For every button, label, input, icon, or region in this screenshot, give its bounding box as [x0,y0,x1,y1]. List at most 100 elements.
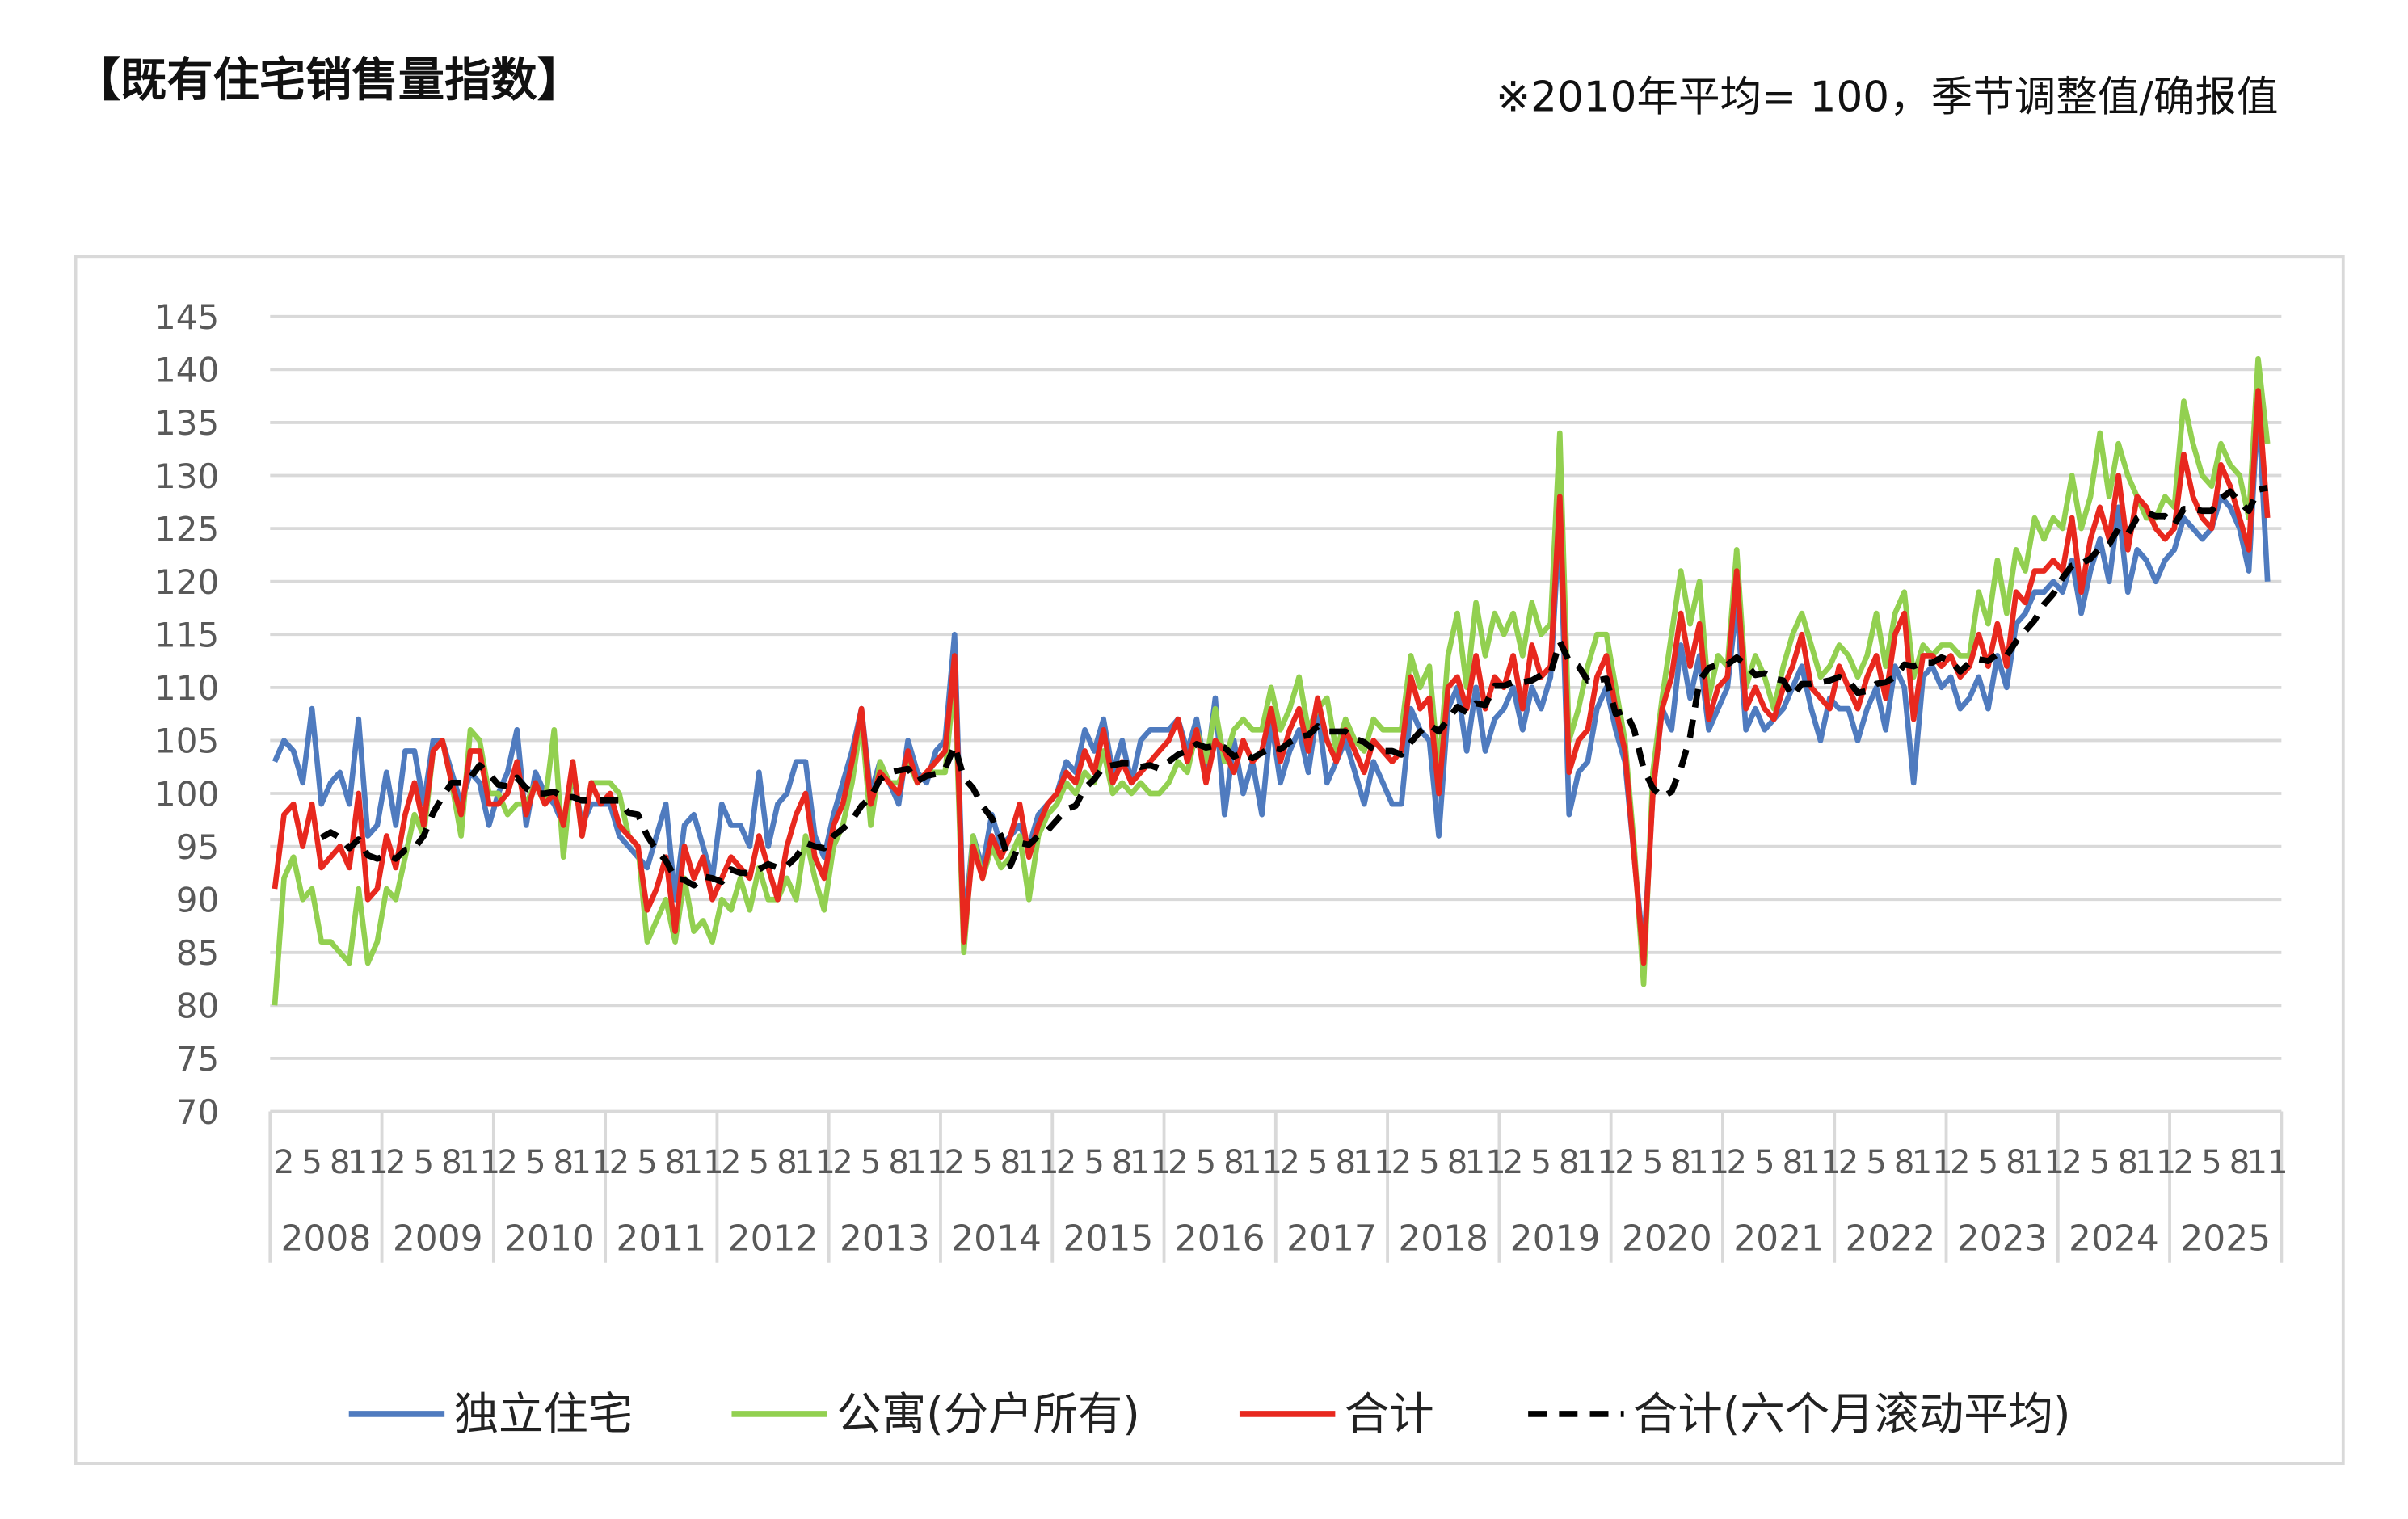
y-tick-label: 145 [154,297,219,337]
chart-frame [74,255,2345,1465]
x-month-label: 11 [2023,1144,2065,1181]
x-month-label: 5 [1530,1144,1551,1181]
x-month-label: 5 [1866,1144,1887,1181]
x-month-label: 2 [1950,1144,1971,1181]
x-month-label: 11 [1912,1144,1953,1181]
x-month-label: 8 [1894,1144,1915,1181]
x-month-label: 2 [497,1144,518,1181]
x-month-label: 2 [1056,1144,1077,1181]
legend-label: 合计 [1345,1389,1434,1441]
x-month-label: 11 [1353,1144,1394,1181]
x-month-label: 5 [1084,1144,1105,1181]
x-month-label: 11 [459,1144,500,1181]
x-year-label: 2013 [840,1218,930,1259]
x-month-label: 2 [385,1144,406,1181]
page-title: 【既有住宅销售量指数】 [74,53,583,107]
x-month-label: 11 [1017,1144,1059,1181]
x-year-label: 2025 [2180,1218,2271,1259]
y-tick-label: 80 [176,987,219,1026]
x-month-label: 5 [1643,1144,1664,1181]
x-month-label: 8 [777,1144,798,1181]
x-month-label: 2 [1503,1144,1524,1181]
x-month-label: 8 [665,1144,686,1181]
legend-label: 公寓(分户所有) [836,1389,1139,1441]
x-month-label: 8 [1112,1144,1133,1181]
x-month-label: 5 [1419,1144,1440,1181]
legend-label: 合计(六个月滚动平均) [1633,1389,2071,1441]
y-tick-label: 140 [154,351,219,390]
y-tick-label: 70 [176,1092,219,1132]
x-month-label: 11 [1465,1144,1506,1181]
x-month-label: 2 [609,1144,630,1181]
x-month-label: 2 [945,1144,966,1181]
chart-note: ※2010年平均= 100，季节调整值/确报值 [1496,74,2279,122]
x-year-label: 2012 [728,1218,819,1259]
x-year-label: 2024 [2069,1218,2159,1259]
x-month-label: 5 [525,1144,546,1181]
y-tick-label: 130 [154,457,219,496]
x-month-label: 2 [832,1144,853,1181]
x-month-label: 8 [1559,1144,1580,1181]
x-year-label: 2010 [504,1218,595,1259]
x-month-label: 2 [1726,1144,1747,1181]
x-month-label: 5 [749,1144,770,1181]
x-year-label: 2009 [393,1218,483,1259]
x-year-label: 2020 [1622,1218,1712,1259]
x-year-label: 2021 [1733,1218,1824,1259]
y-tick-label: 85 [176,933,219,973]
series-lines [272,356,2271,1006]
legend-label: 独立住宅 [454,1389,634,1441]
x-month-label: 8 [1670,1144,1691,1181]
x-year-label: 2017 [1286,1218,1377,1259]
x-month-label: 8 [2117,1144,2138,1181]
series-line-3 [319,485,2268,889]
x-month-label: 2 [274,1144,295,1181]
x-month-label: 11 [906,1144,947,1181]
x-year-label: 2022 [1845,1218,1935,1259]
y-tick-label: 95 [176,827,219,867]
x-month-label: 11 [1800,1144,1841,1181]
x-year-label: 2014 [951,1218,1042,1259]
y-tick-label: 135 [154,403,219,443]
x-month-label: 8 [2006,1144,2027,1181]
x-month-label: 8 [1000,1144,1021,1181]
x-month-label: 5 [414,1144,435,1181]
x-month-label: 8 [1447,1144,1468,1181]
y-tick-label: 125 [154,509,219,549]
x-month-label: 5 [2090,1144,2111,1181]
x-year-label: 2016 [1175,1218,1265,1259]
x-month-label: 11 [1577,1144,1618,1181]
x-month-label: 8 [1223,1144,1244,1181]
legend: 独立住宅 公寓(分户所有) 合计 合计(六个月滚动平均) [348,1389,2071,1441]
x-month-label: 2 [2174,1144,2195,1181]
x-month-label: 8 [1335,1144,1356,1181]
x-month-label: 2 [2061,1144,2082,1181]
x-month-label: 11 [1241,1144,1282,1181]
x-month-label: 11 [2247,1144,2288,1181]
x-month-label: 11 [1130,1144,1171,1181]
y-tick-label: 90 [176,880,219,919]
x-month-label: 8 [1783,1144,1804,1181]
x-month-label: 11 [570,1144,612,1181]
x-month-label: 2 [1614,1144,1636,1181]
x-month-label: 8 [330,1144,351,1181]
x-month-label: 2 [1391,1144,1412,1181]
x-month-label: 5 [301,1144,322,1181]
series-line-1 [272,356,2271,1006]
x-year-label: 2011 [616,1218,706,1259]
x-month-label: 2 [1168,1144,1189,1181]
x-month-label: 11 [1688,1144,1729,1181]
x-month-label: 5 [972,1144,993,1181]
x-month-label: 2 [1279,1144,1300,1181]
y-axis-ticks: 70 75 80 85 90 95 100 105 110 115 120 125 130 135 140 1… [154,297,219,1132]
x-month-label: 8 [554,1144,575,1181]
x-month-label: 2 [1838,1144,1859,1181]
x-month-label: 2 [721,1144,742,1181]
x-year-label: 2018 [1398,1218,1488,1259]
x-month-label: 11 [683,1144,724,1181]
x-year-label: 2015 [1063,1218,1154,1259]
y-tick-label: 120 [154,562,219,602]
y-tick-label: 105 [154,722,219,761]
